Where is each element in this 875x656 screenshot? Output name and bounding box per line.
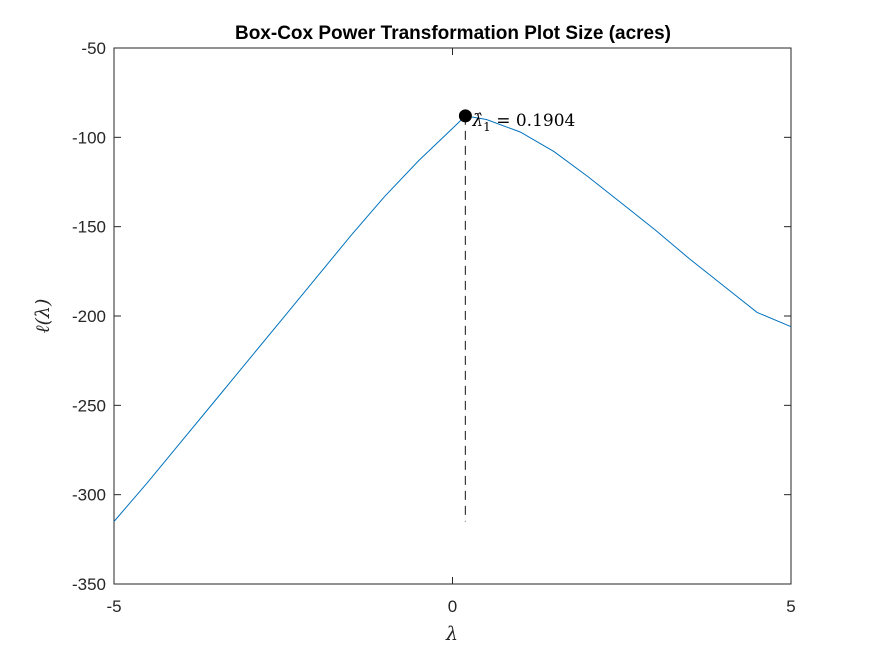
y-tick-label: -300	[72, 486, 106, 505]
x-tick-label: -5	[106, 597, 121, 616]
x-tick-labels: -5 0 5	[106, 597, 795, 616]
optimum-annotation: λ̂1 = 0.1904	[471, 111, 575, 134]
y-axis-label: ℓ(λ)	[32, 299, 54, 334]
loglik-curve	[113, 115, 792, 522]
x-tick-label: 5	[786, 597, 795, 616]
y-tick-label: -350	[72, 575, 106, 594]
y-tick-labels: -50 -100 -150 -200 -250 -300 -350	[72, 39, 106, 594]
lambda-hat-symbol: λ̂	[471, 111, 483, 131]
x-axis-label: λ	[445, 623, 458, 645]
y-tick-label: -150	[72, 218, 106, 237]
y-tick-label: -100	[72, 128, 106, 147]
y-tick-label: -50	[81, 39, 106, 58]
axis-ticks	[113, 47, 792, 585]
y-tick-label: -250	[72, 396, 106, 415]
lambda-hat-value: = 0.1904	[491, 111, 576, 131]
lambda-hat-subscript: 1	[483, 120, 491, 134]
y-tick-label: -200	[72, 307, 106, 326]
optimum-marker	[458, 109, 472, 123]
x-tick-label: 0	[448, 597, 457, 616]
chart-title: Box-Cox Power Transformation Plot Size (…	[235, 23, 671, 44]
plot-area	[113, 47, 792, 585]
